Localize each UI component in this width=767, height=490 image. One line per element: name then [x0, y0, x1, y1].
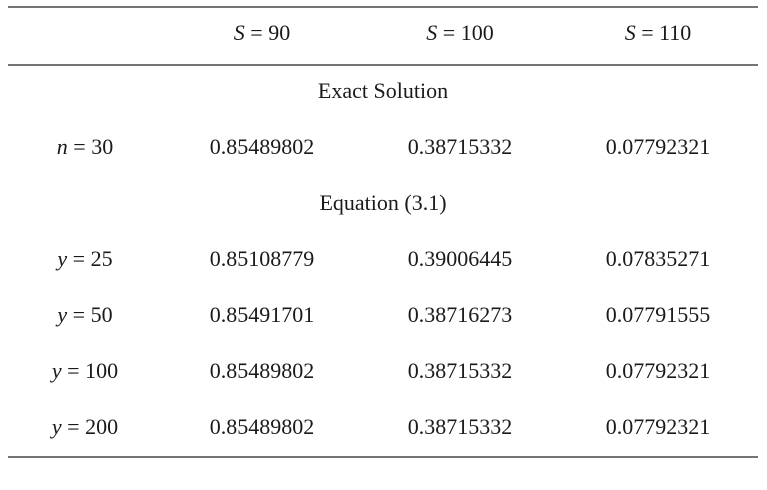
cell: 0.07792321: [606, 358, 711, 383]
value: = 100: [67, 358, 118, 383]
cell: 0.07792321: [606, 414, 711, 439]
variable: y: [55, 302, 67, 327]
column-header: S = 110: [625, 20, 692, 45]
variable: y: [50, 358, 62, 383]
variable: S: [625, 20, 636, 45]
value: = 90: [250, 20, 290, 45]
variable: S: [426, 20, 437, 45]
cell: 0.07792321: [606, 134, 711, 159]
row-label: y = 100: [50, 358, 118, 383]
cell: 0.85489802: [210, 134, 315, 159]
cell: 0.07791555: [606, 302, 711, 327]
column-header: S = 100: [426, 20, 493, 45]
section-title: Exact Solution: [318, 78, 448, 103]
cell: 0.07835271: [606, 246, 711, 271]
value: = 200: [67, 414, 118, 439]
row-label: y = 50: [55, 302, 112, 327]
variable: n: [57, 134, 68, 159]
value: = 110: [641, 20, 691, 45]
cell: 0.85489802: [210, 358, 315, 383]
cell: 0.85108779: [210, 246, 315, 271]
cell: 0.85491701: [210, 302, 315, 327]
row-label: y = 200: [50, 414, 118, 439]
section-title: Equation (3.1): [319, 190, 446, 215]
variable: S: [234, 20, 245, 45]
value: = 25: [73, 246, 113, 271]
variable: y: [50, 414, 62, 439]
cell: 0.38716273: [408, 302, 513, 327]
value: = 100: [443, 20, 494, 45]
value: = 30: [73, 134, 113, 159]
cell: 0.38715332: [408, 414, 513, 439]
cell: 0.39006445: [408, 246, 513, 271]
cell: 0.85489802: [210, 414, 315, 439]
value: = 50: [73, 302, 113, 327]
column-header: S = 90: [234, 20, 290, 45]
cell: 0.38715332: [408, 358, 513, 383]
variable: y: [55, 246, 67, 271]
cell: 0.38715332: [408, 134, 513, 159]
row-label: y = 25: [55, 246, 112, 271]
row-label: n = 30: [57, 134, 113, 159]
